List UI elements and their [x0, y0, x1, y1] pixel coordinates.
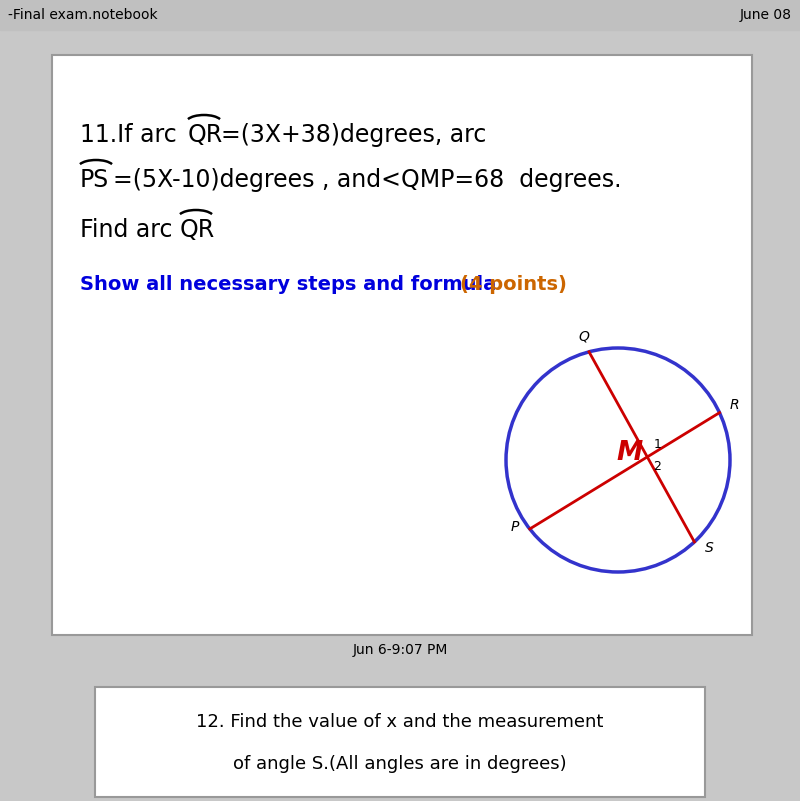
Text: QR: QR	[180, 218, 215, 242]
Text: P: P	[510, 520, 519, 534]
Bar	[95, 687, 705, 797]
Text: 1: 1	[654, 438, 662, 452]
Text: 2: 2	[654, 461, 662, 473]
Bar	[0, 0, 800, 30]
Text: (4 points): (4 points)	[460, 276, 567, 295]
Text: of angle S.(All angles are in degrees): of angle S.(All angles are in degrees)	[233, 755, 567, 773]
Text: QR: QR	[188, 123, 223, 147]
Text: Q: Q	[578, 330, 590, 344]
Bar	[52, 55, 752, 635]
Text: R: R	[730, 397, 739, 412]
Text: M: M	[616, 440, 642, 466]
Text: Find arc: Find arc	[80, 218, 180, 242]
Text: 11.If arc: 11.If arc	[80, 123, 184, 147]
Text: 12. Find the value of x and the measurement: 12. Find the value of x and the measurem…	[196, 713, 604, 731]
Text: PS: PS	[80, 168, 110, 192]
Text: -Final exam.notebook: -Final exam.notebook	[8, 8, 158, 22]
Text: June 08: June 08	[740, 8, 792, 22]
Text: =(3X+38)degrees, arc: =(3X+38)degrees, arc	[221, 123, 486, 147]
Text: =(5X-10)degrees , and<QMP=68  degrees.: =(5X-10)degrees , and<QMP=68 degrees.	[113, 168, 622, 192]
Text: S: S	[705, 541, 714, 555]
Text: Show all necessary steps and formula: Show all necessary steps and formula	[80, 276, 503, 295]
Text: Jun 6-9:07 PM: Jun 6-9:07 PM	[352, 643, 448, 657]
